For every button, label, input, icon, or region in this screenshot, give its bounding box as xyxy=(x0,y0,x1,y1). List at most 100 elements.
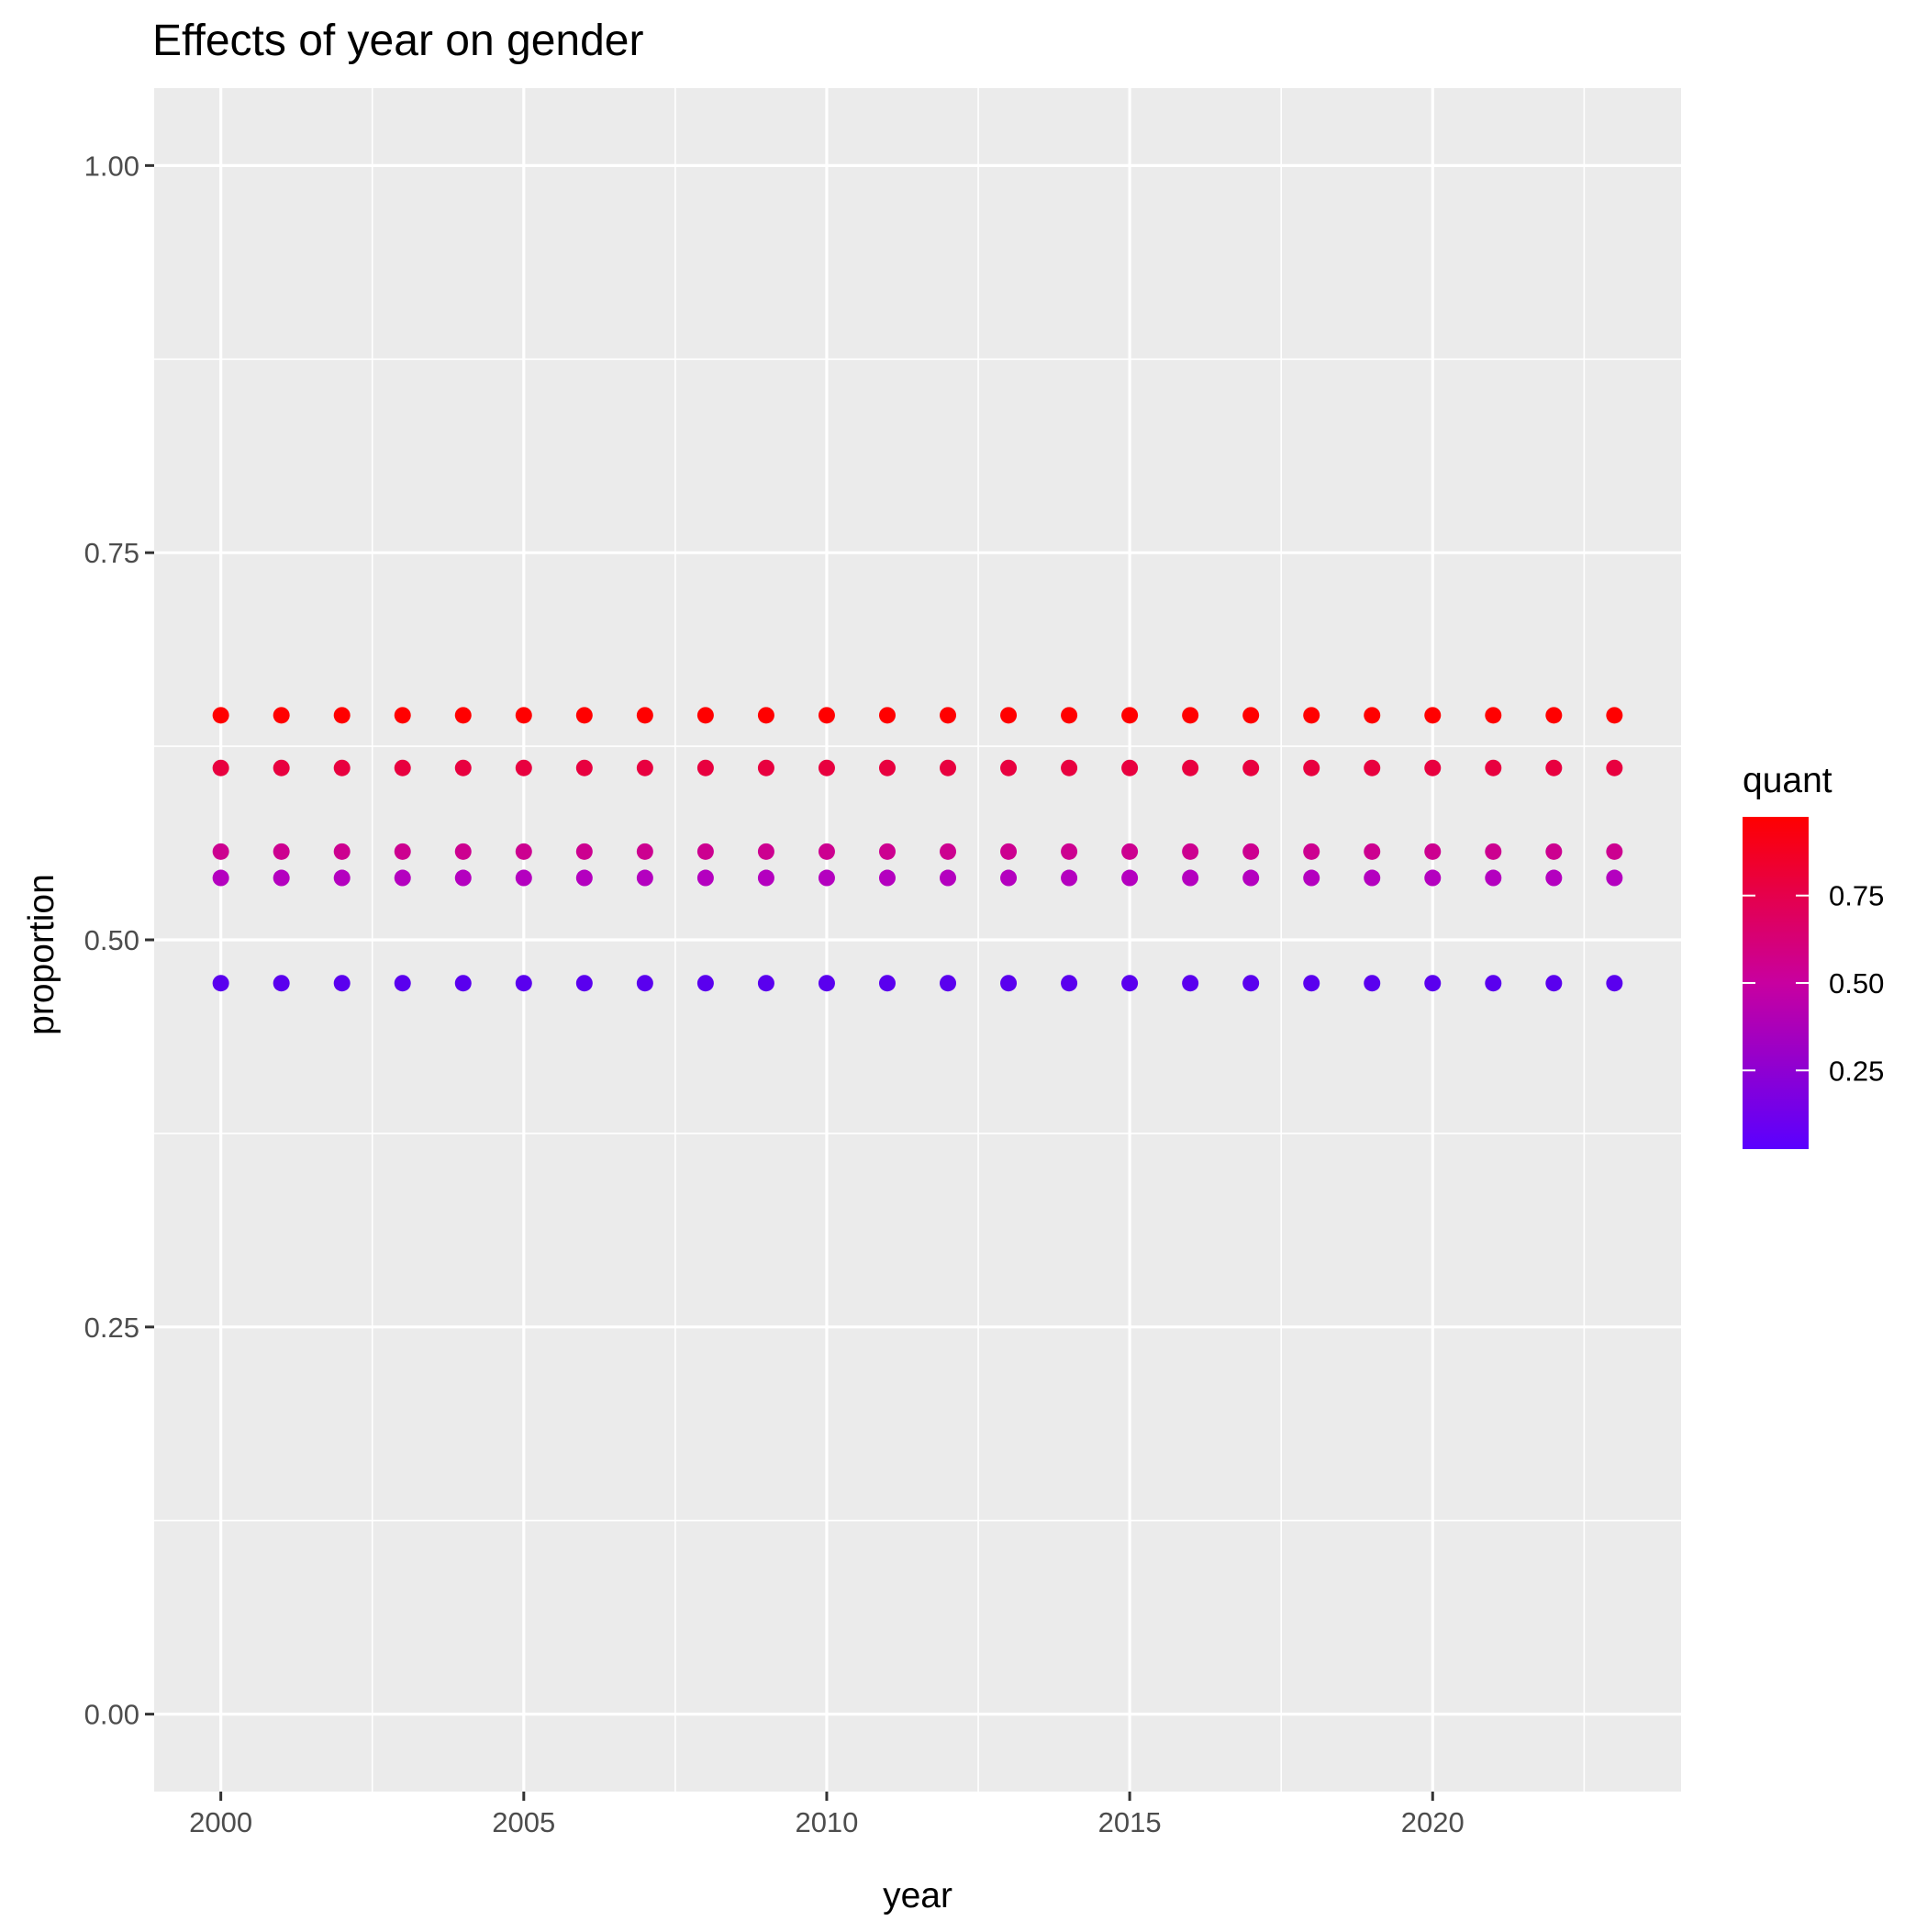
data-point xyxy=(454,707,472,724)
data-point xyxy=(1545,759,1563,776)
data-point xyxy=(273,707,290,724)
data-point xyxy=(1303,843,1320,860)
data-point xyxy=(1121,975,1139,992)
data-point xyxy=(1303,707,1320,724)
data-point xyxy=(575,975,593,992)
data-point xyxy=(1606,759,1623,776)
data-point xyxy=(1364,975,1381,992)
legend-tick-label: 0.75 xyxy=(1829,880,1884,912)
data-point xyxy=(1606,975,1623,992)
data-point xyxy=(454,843,472,860)
data-point xyxy=(1000,869,1018,887)
data-point xyxy=(333,843,351,860)
data-point xyxy=(333,759,351,776)
data-point xyxy=(1000,843,1018,860)
data-point xyxy=(636,707,653,724)
data-point xyxy=(1121,843,1139,860)
data-point xyxy=(696,843,714,860)
data-point xyxy=(636,975,653,992)
data-point xyxy=(1242,869,1260,887)
data-point xyxy=(1242,843,1260,860)
x-tick-label: 2005 xyxy=(492,1806,555,1838)
data-point xyxy=(757,869,774,887)
data-point xyxy=(940,707,957,724)
data-point xyxy=(1364,759,1381,776)
data-point xyxy=(1303,869,1320,887)
data-point xyxy=(394,869,411,887)
data-point xyxy=(515,707,532,724)
data-point xyxy=(1364,843,1381,860)
y-tick-label: 0.75 xyxy=(84,537,139,569)
data-point xyxy=(454,759,472,776)
data-point xyxy=(757,843,774,860)
data-point xyxy=(818,843,835,860)
data-point xyxy=(818,975,835,992)
y-tick-label: 0.25 xyxy=(84,1312,139,1344)
data-point xyxy=(1545,975,1563,992)
data-point xyxy=(212,843,229,860)
data-point xyxy=(940,843,957,860)
color-legend: quant 0.25 0.50 0.75 xyxy=(1743,761,1884,1149)
data-point xyxy=(757,707,774,724)
data-point xyxy=(818,869,835,887)
data-point xyxy=(1061,707,1078,724)
data-point xyxy=(696,869,714,887)
data-point xyxy=(1121,759,1139,776)
data-point xyxy=(1121,869,1139,887)
data-point xyxy=(575,869,593,887)
data-point xyxy=(1121,707,1139,724)
data-point xyxy=(878,975,896,992)
data-point xyxy=(1182,869,1199,887)
data-point xyxy=(333,869,351,887)
data-point xyxy=(1485,707,1502,724)
data-point xyxy=(878,869,896,887)
data-point xyxy=(394,975,411,992)
data-point xyxy=(515,843,532,860)
legend-tick-label: 0.25 xyxy=(1829,1055,1884,1087)
data-point xyxy=(1485,759,1502,776)
data-point xyxy=(1545,707,1563,724)
data-point xyxy=(1606,843,1623,860)
data-point xyxy=(757,975,774,992)
data-point xyxy=(273,869,290,887)
data-point xyxy=(454,975,472,992)
data-point xyxy=(1303,759,1320,776)
data-point xyxy=(1485,843,1502,860)
data-point xyxy=(940,975,957,992)
data-point xyxy=(212,869,229,887)
x-tick-label: 2015 xyxy=(1098,1806,1162,1838)
data-point xyxy=(212,707,229,724)
data-point xyxy=(696,707,714,724)
data-point xyxy=(636,759,653,776)
data-point xyxy=(878,759,896,776)
data-point xyxy=(273,759,290,776)
data-point xyxy=(696,759,714,776)
data-point xyxy=(1242,707,1260,724)
y-tick-label: 0.00 xyxy=(84,1699,139,1731)
data-point xyxy=(273,843,290,860)
x-axis-title: year xyxy=(883,1876,952,1915)
data-point xyxy=(454,869,472,887)
data-point xyxy=(394,707,411,724)
data-point xyxy=(1545,843,1563,860)
data-point xyxy=(1364,707,1381,724)
data-point xyxy=(575,843,593,860)
data-point xyxy=(1182,707,1199,724)
data-point xyxy=(757,759,774,776)
data-point xyxy=(1606,869,1623,887)
data-point xyxy=(636,869,653,887)
data-point xyxy=(1061,843,1078,860)
data-point xyxy=(940,869,957,887)
data-point xyxy=(1424,759,1442,776)
data-point xyxy=(273,975,290,992)
data-point xyxy=(212,975,229,992)
data-point xyxy=(1424,707,1442,724)
x-tick-label: 2000 xyxy=(189,1806,252,1838)
data-point xyxy=(1424,843,1442,860)
data-point xyxy=(818,759,835,776)
data-point xyxy=(1000,975,1018,992)
data-point xyxy=(1182,759,1199,776)
data-point xyxy=(394,843,411,860)
